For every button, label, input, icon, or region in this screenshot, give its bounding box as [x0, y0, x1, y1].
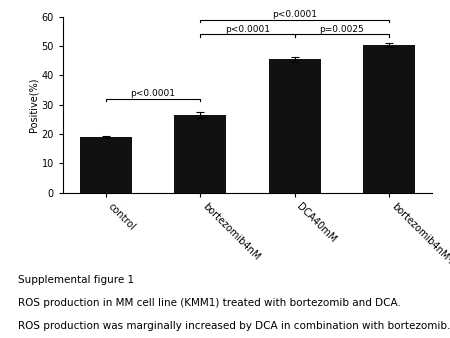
- Text: p<0.0001: p<0.0001: [272, 10, 317, 19]
- Text: ROS production was marginally increased by DCA in combination with bortezomib.: ROS production was marginally increased …: [18, 321, 450, 332]
- Bar: [363, 45, 415, 193]
- Bar: [174, 115, 226, 193]
- Text: p<0.0001: p<0.0001: [225, 25, 270, 34]
- Bar: [80, 137, 132, 193]
- Text: p=0.0025: p=0.0025: [320, 25, 365, 34]
- Text: p<0.0001: p<0.0001: [130, 89, 176, 98]
- Text: Supplemental figure 1: Supplemental figure 1: [18, 275, 134, 286]
- Bar: [269, 59, 321, 193]
- Text: ROS production in MM cell line (KMM1) treated with bortezomib and DCA.: ROS production in MM cell line (KMM1) tr…: [18, 298, 401, 309]
- Y-axis label: Positive(%): Positive(%): [29, 77, 39, 132]
